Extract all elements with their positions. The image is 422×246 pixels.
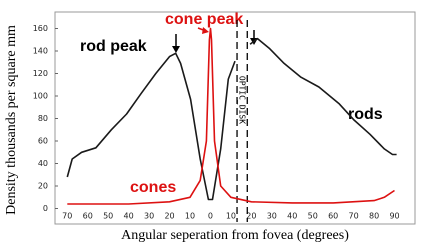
x-tick-label: 30 [144, 212, 154, 221]
cones-label: cones [130, 179, 176, 196]
x-tick-label: 10 [185, 212, 195, 221]
optic-disk-label: OPTIC_DISK [238, 76, 247, 124]
y-tick-label: 0 [43, 204, 48, 213]
y-tick-label: 80 [38, 114, 48, 123]
data-line [67, 27, 395, 205]
x-tick-label: 80 [369, 212, 379, 221]
y-tick-label: 40 [38, 159, 48, 168]
cone-peak-label: cone peak [165, 11, 243, 28]
x-tick-label: 90 [389, 212, 399, 221]
rods-label: rods [348, 106, 383, 123]
y-tick-label: 120 [33, 69, 48, 78]
x-tick-label: 10 [226, 212, 236, 221]
x-tick-label: 60 [328, 212, 338, 221]
x-tick-label: 70 [62, 212, 72, 221]
x-tick-label: 70 [349, 212, 359, 221]
x-tick-label: 0 [208, 212, 213, 221]
x-tick-label: 50 [308, 212, 318, 221]
y-tick-label: 140 [33, 47, 48, 56]
x-tick-label: 20 [164, 212, 174, 221]
y-tick-label: 160 [33, 24, 48, 33]
y-tick-label: 20 [38, 182, 48, 191]
arrows [172, 27, 258, 53]
x-tick-label: 40 [287, 212, 297, 221]
x-tick-label: 60 [83, 212, 93, 221]
y-axis-label: Density thousands per square mm [4, 25, 19, 215]
rod-peak-label: rod peak [80, 38, 147, 55]
x-tick-label: 40 [124, 212, 134, 221]
y-tick-label: 60 [38, 137, 48, 146]
x-tick-label: 50 [103, 212, 113, 221]
y-tick-label: 100 [33, 92, 48, 101]
x-tick-label: 20 [246, 212, 256, 221]
x-axis-label: Angular seperation from fovea (degrees) [121, 228, 349, 243]
data-line [66, 37, 397, 201]
x-tick-label: 30 [267, 212, 277, 221]
